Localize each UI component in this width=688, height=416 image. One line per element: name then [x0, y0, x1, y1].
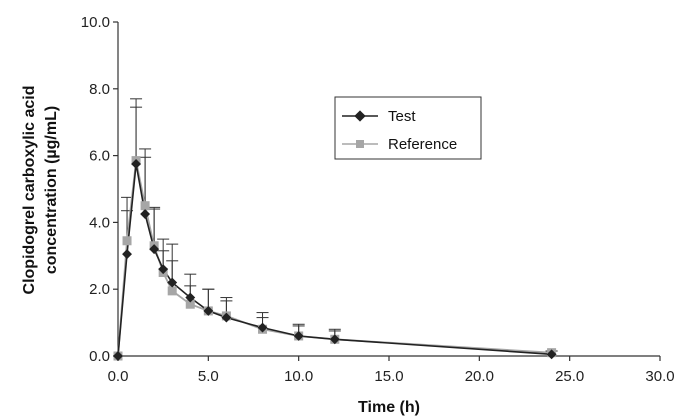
- data-point-test: [329, 334, 340, 345]
- axes: 0.0 2.0 4.0 6.0 8.0 10.0 0.0 5.0 10.0 15.0 20.0 25.…: [81, 14, 675, 385]
- data-point-test: [221, 312, 232, 323]
- error-bars: [121, 98, 558, 355]
- x-tick-label: 25.0: [555, 368, 584, 385]
- y-tick-label: 10.0: [81, 14, 110, 31]
- data-point-test: [149, 244, 160, 255]
- data-point-test: [203, 305, 214, 316]
- data-point-test: [158, 264, 169, 275]
- series-lines: [117, 160, 552, 357]
- x-axis-title: Time (h): [358, 399, 420, 416]
- y-tick-label: 8.0: [89, 81, 110, 98]
- y-tick-label: 0.0: [89, 348, 110, 365]
- data-point-test: [122, 249, 132, 260]
- y-axis-title-line-1: Clopidogrel carboxylic acid: [21, 86, 38, 295]
- y-tick-label: 4.0: [89, 214, 110, 231]
- x-tick-label: 30.0: [645, 368, 674, 385]
- series-line-reference: [117, 160, 552, 357]
- data-point-test: [185, 292, 196, 303]
- data-point-test: [293, 331, 304, 341]
- data-point-test: [131, 159, 142, 169]
- data-point-test: [140, 209, 151, 219]
- y-tick-label: 6.0: [89, 148, 110, 165]
- series-line-test: [117, 163, 552, 357]
- legend-box: [334, 96, 482, 160]
- data-point-reference: [122, 236, 132, 246]
- data-point-reference: [185, 299, 195, 309]
- y-axis-title-line-2: concentration (µg/mL): [43, 106, 60, 274]
- data-point-reference: [140, 201, 150, 211]
- x-tick-label: 15.0: [374, 368, 403, 385]
- x-tick-label: 5.0: [198, 368, 219, 385]
- legend-test-label: Test: [388, 108, 416, 125]
- x-tick-label: 20.0: [465, 368, 494, 385]
- x-tick-label: 0.0: [108, 368, 129, 385]
- x-tick-label: 10.0: [284, 368, 313, 385]
- data-point-test: [257, 322, 268, 333]
- y-axis-title: Clopidogrel carboxylic acid concentratio…: [21, 86, 60, 295]
- legend-reference-label: Reference: [388, 136, 457, 153]
- data-markers: [113, 156, 557, 361]
- data-point-test: [546, 349, 557, 360]
- legend: Test Reference: [334, 96, 482, 160]
- y-tick-label: 2.0: [89, 281, 110, 298]
- legend-reference-marker: [356, 140, 364, 148]
- data-point-reference: [167, 286, 177, 296]
- data-point-test: [167, 277, 178, 288]
